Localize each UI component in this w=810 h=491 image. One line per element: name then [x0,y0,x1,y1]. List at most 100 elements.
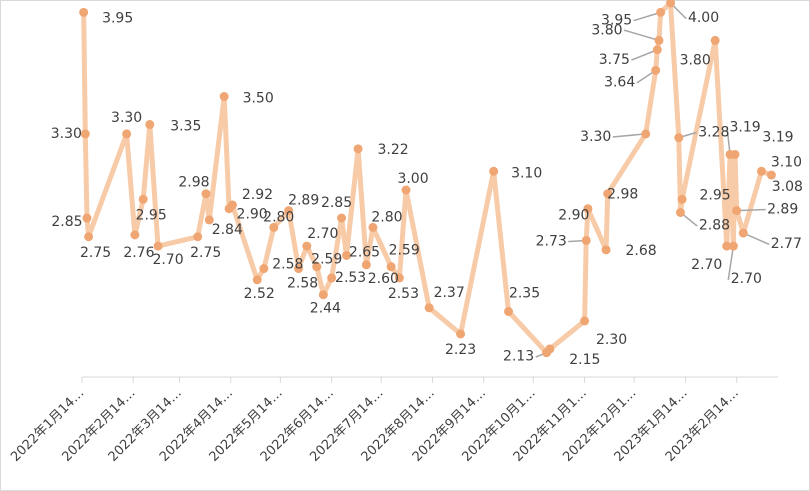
marker [122,129,132,139]
data-label: 2.15 [569,352,600,368]
data-label: 2.76 [123,245,154,261]
marker [284,206,294,216]
marker [766,170,776,180]
data-label: 2.95 [136,207,167,223]
data-label: 2.77 [771,236,802,252]
data-label: 2.44 [310,301,341,317]
data-label: 2.23 [445,342,476,358]
data-label: 2.75 [190,245,221,261]
data-label: 2.98 [607,187,638,203]
leader-line [742,232,770,245]
data-label: 2.60 [368,271,399,287]
marker [153,241,163,251]
data-label: 2.13 [503,349,534,365]
data-label: 2.59 [311,252,342,268]
marker [80,129,90,139]
marker [652,45,662,55]
data-label: 2.70 [307,226,338,242]
data-label: 3.10 [771,154,802,170]
marker [79,7,89,17]
data-label: 3.22 [377,142,408,158]
data-label: 3.95 [102,10,133,26]
data-label: 2.68 [625,243,656,259]
marker [603,189,613,199]
marker [675,207,685,217]
data-label: 2.75 [80,245,111,261]
marker [252,275,262,285]
data-label: 3.19 [762,129,793,145]
data-label: 3.95 [601,12,632,28]
data-label: 2.89 [767,202,798,218]
data-label: 2.80 [371,209,402,225]
data-label: 2.59 [389,243,420,259]
marker [656,7,666,17]
data-label: 2.95 [700,187,731,203]
marker [504,307,514,317]
marker [580,316,590,326]
marker [219,92,229,101]
data-label: 3.35 [170,119,201,135]
marker [138,194,148,204]
data-label: 2.92 [242,187,273,203]
data-label: 3.64 [604,74,635,90]
marker [730,149,740,159]
marker [327,273,337,283]
marker [227,200,237,210]
data-label: 3.00 [397,171,428,187]
data-label: 3.80 [591,22,622,38]
marker [641,129,651,139]
data-label: 2.70 [731,271,762,287]
data-label: 2.84 [212,222,243,238]
data-label: 2.88 [699,217,730,233]
marker [677,194,687,204]
data-label: 2.80 [263,209,294,225]
marker [489,166,499,176]
data-label: 2.30 [596,332,627,348]
marker [204,215,214,225]
data-label: 2.35 [509,286,540,302]
marker [130,230,140,240]
data-label: 2.89 [288,193,319,209]
data-label: 2.53 [335,270,366,286]
marker [732,206,742,216]
leader-line [631,49,658,61]
leader-line [568,239,587,243]
marker [82,213,92,223]
data-label: 3.19 [729,119,760,135]
marker [651,65,661,75]
marker [666,0,676,8]
data-label: 2.90 [558,208,589,224]
leader-line [623,29,660,42]
data-label: 4.00 [688,10,719,26]
marker [342,250,352,260]
data-label: 2.70 [152,252,183,268]
data-label: 2.58 [287,276,318,292]
data-label: 2.90 [237,207,268,223]
data-label: 2.65 [349,244,380,260]
marker [269,222,279,232]
leader-line [633,11,661,22]
data-label: 2.85 [51,214,82,230]
marker [545,344,555,354]
marker [394,273,404,283]
leader-line [636,69,657,84]
leader-line [678,131,697,139]
data-label: 2.52 [244,286,275,302]
data-label: 2.37 [434,285,465,301]
marker [710,35,720,45]
data-label: 3.08 [772,179,803,195]
data-label: 2.85 [321,195,352,211]
leader-line [670,2,687,19]
marker [722,241,732,251]
marker [368,222,378,232]
marker [581,235,591,245]
marker [145,120,155,130]
marker [654,35,664,45]
data-label: 3.10 [511,165,542,181]
data-label: 3.75 [599,52,630,68]
marker [456,329,466,339]
marker [201,189,211,199]
marker [302,241,312,251]
marker [361,260,371,270]
marker [756,166,766,176]
